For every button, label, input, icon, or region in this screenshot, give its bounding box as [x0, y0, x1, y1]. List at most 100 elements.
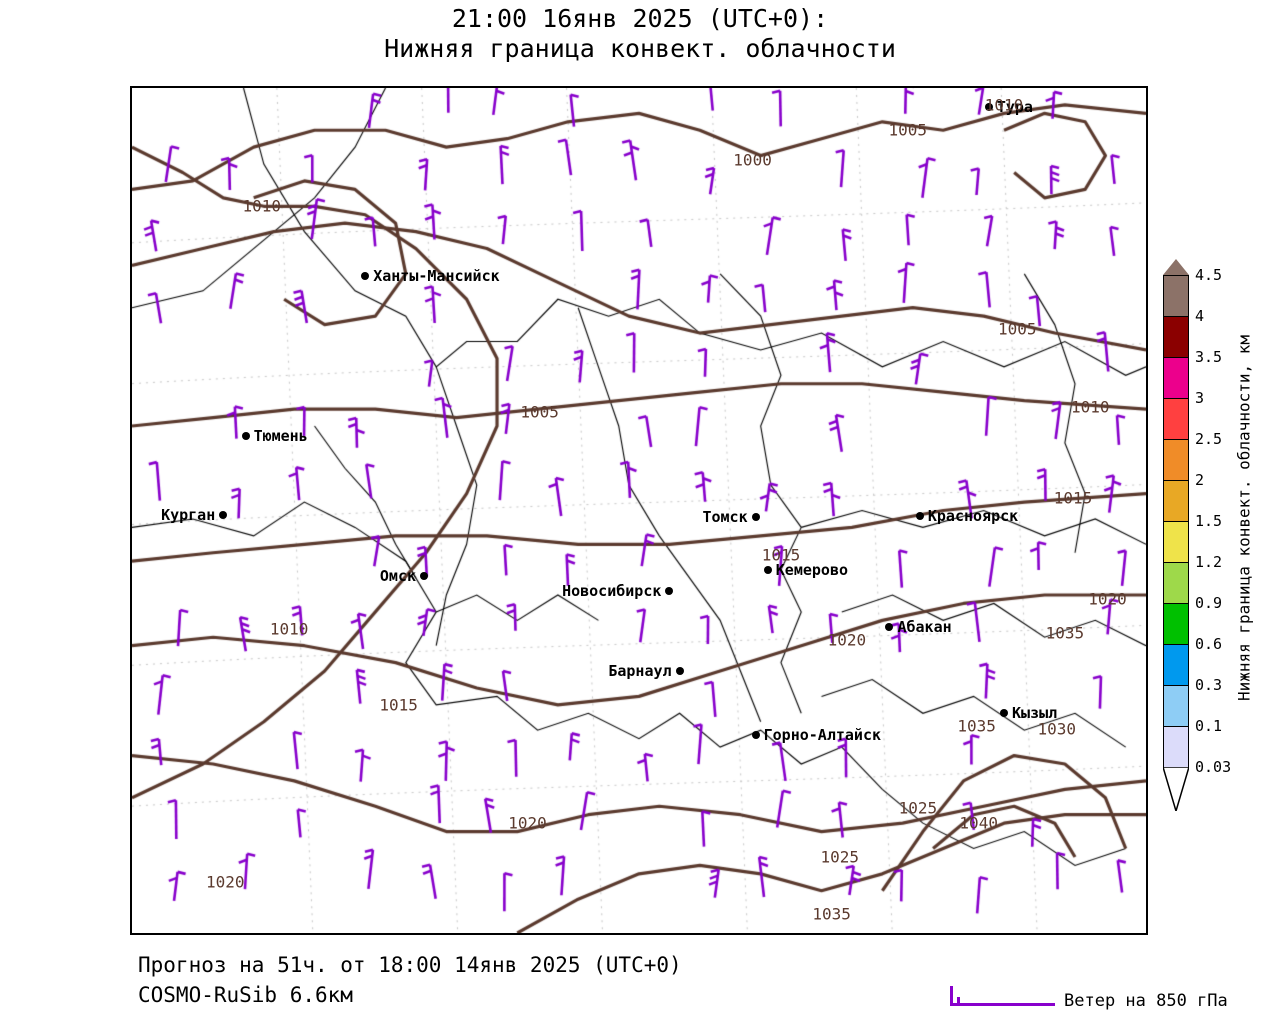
colorbar-segment	[1163, 316, 1189, 357]
colorbar-tick-line	[1163, 726, 1189, 727]
isobar-label: 1005	[997, 319, 1037, 339]
colorbar-tick-label: 0.03	[1195, 758, 1232, 776]
colorbar-tick-line	[1163, 439, 1189, 440]
colorbar-tick-line	[1163, 357, 1189, 358]
colorbar-tick-line	[1163, 398, 1189, 399]
colorbar-tick-label: 2.5	[1195, 430, 1223, 448]
city-label: Абакан	[897, 618, 952, 637]
wind-barb-legend-label: Ветер на 850 гПа	[1064, 991, 1228, 1011]
isobar-label: 1005	[888, 120, 927, 140]
weather-map[interactable]: Тура Ханты-Мансийск Тюмень Курган Омск Томск Н…	[130, 86, 1148, 935]
city-label: Кемерово	[775, 561, 849, 580]
colorbar-axis-title-text: Нижняя граница конвект. облачности, км	[1234, 334, 1254, 702]
title-parameter: Нижняя граница конвект. облачности	[384, 34, 896, 63]
colorbar-segment	[1163, 275, 1189, 316]
colorbar-tick-label: 0.3	[1195, 676, 1223, 694]
isobar-label: 1015	[379, 695, 418, 715]
colorbar: 4.5 4 3.5 3 2.5 2 1.5 1.2 0.9 0.6 0.3 0.1 0.03	[1163, 259, 1231, 811]
colorbar-tick-label: 4	[1195, 307, 1205, 325]
colorbar-tick-line	[1163, 521, 1189, 522]
isobar-label: 1025	[898, 798, 938, 818]
colorbar-tick-line	[1163, 562, 1189, 563]
colorbar-tick-label: 1.5	[1195, 512, 1223, 530]
colorbar-tick-label: 2	[1195, 471, 1205, 489]
colorbar-segment	[1163, 398, 1189, 439]
colorbar-top-arrow-icon	[1163, 259, 1189, 275]
colorbar-tick-label: 3	[1195, 389, 1205, 407]
isobar-label: 1030	[1037, 719, 1077, 738]
colorbar-segment	[1163, 603, 1189, 644]
isobar-label: 1000	[733, 150, 772, 170]
isobar-label: 1010	[269, 619, 309, 639]
city-dot-icon	[763, 566, 772, 575]
city-dot-icon	[361, 271, 370, 280]
colorbar-segment	[1163, 726, 1189, 767]
city-dot-icon	[420, 572, 429, 581]
isobar-label: 1015	[761, 545, 801, 565]
colorbar-tick-label: 3.5	[1195, 348, 1223, 366]
colorbar-tick-line	[1163, 480, 1189, 481]
isobar-label: 1020	[508, 813, 547, 833]
city-label: Курган	[161, 505, 216, 524]
colorbar-tick-line	[1163, 316, 1189, 317]
isobar-label: 1020	[206, 872, 245, 892]
colorbar-bottom-arrow-icon	[1163, 767, 1189, 811]
colorbar-tick-line	[1163, 644, 1189, 645]
wind-barb-icon	[950, 986, 1060, 1014]
city-label: Тюмень	[253, 427, 308, 446]
colorbar-tick-line	[1163, 603, 1189, 604]
city-dot-icon	[915, 511, 924, 520]
isobar-label: 1010	[242, 196, 282, 216]
model-info: COSMO-RuSib 6.6км	[138, 983, 353, 1007]
isobar-label: 1035	[1045, 623, 1085, 643]
isobar-label: 1010	[984, 95, 1024, 115]
city-dot-icon	[984, 102, 993, 111]
page-title: 21:00 16янв 2025 (UTC+0): Нижняя граница…	[0, 4, 1280, 64]
isobar-label: 1035	[957, 716, 996, 736]
isobar-label: 1040	[959, 813, 998, 833]
colorbar-segment	[1163, 357, 1189, 398]
isobar-label: 1010	[1070, 397, 1110, 417]
isobar-label: 1025	[820, 847, 860, 867]
wind-barb-legend: Ветер на 850 гПа	[950, 986, 1228, 1016]
colorbar-segment	[1163, 685, 1189, 726]
map-raster	[132, 88, 1146, 933]
isobar-label: 1005	[520, 402, 559, 422]
colorbar-tick-label: 4.5	[1195, 266, 1223, 284]
city-dot-icon	[751, 513, 760, 522]
isobar-label: 1020	[1088, 589, 1127, 609]
colorbar-tick-label: 0.1	[1195, 717, 1223, 735]
city-dot-icon	[665, 586, 674, 595]
city-dot-icon	[751, 731, 760, 740]
colorbar-segment	[1163, 439, 1189, 480]
colorbar-segment	[1163, 480, 1189, 521]
colorbar-tick-line	[1163, 685, 1189, 686]
city-label: Тура	[996, 97, 1033, 116]
colorbar-tick-line	[1163, 275, 1189, 276]
colorbar-segment	[1163, 644, 1189, 685]
city-label: Горно-Алтайск	[763, 726, 882, 745]
city-label: Томск	[702, 508, 748, 527]
city-label: Новосибирск	[562, 581, 662, 600]
city-dot-icon	[885, 623, 894, 632]
city-dot-icon	[219, 510, 228, 519]
footer-text: Прогноз на 51ч. от 18:00 14янв 2025 (UTC…	[138, 950, 682, 1010]
city-label: Ханты-Мансийск	[373, 266, 500, 285]
city-label: Барнаул	[608, 662, 672, 681]
city-label: Омск	[379, 567, 417, 586]
colorbar-segment	[1163, 521, 1189, 562]
city-label: Кызыл	[1012, 704, 1058, 723]
title-valid-time: 21:00 16янв 2025 (UTC+0):	[451, 4, 829, 33]
city-dot-icon	[675, 667, 684, 676]
isobar-label: 1015	[1053, 488, 1093, 508]
isobar-label: 1020	[827, 630, 867, 650]
colorbar-axis-title: Нижняя граница конвект. облачности, км	[1232, 268, 1256, 768]
colorbar-tick-label: 1.2	[1195, 553, 1223, 571]
city-dot-icon	[1000, 709, 1009, 718]
colorbar-segment	[1163, 562, 1189, 603]
isobar-label: 1035	[812, 904, 851, 924]
forecast-info: Прогноз на 51ч. от 18:00 14янв 2025 (UTC…	[138, 953, 682, 977]
city-dot-icon	[241, 432, 250, 441]
colorbar-tick-label: 0.9	[1195, 594, 1223, 612]
city-label: Красноярск	[927, 506, 1019, 525]
